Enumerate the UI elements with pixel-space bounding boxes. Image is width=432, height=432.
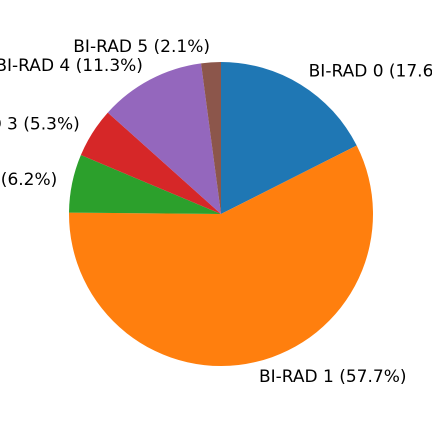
pie-slice-bi-rad-0 xyxy=(221,62,357,214)
pie-label-bi-rad-2: BI-RAD 2 (6.2%) xyxy=(0,170,57,190)
pie-label-bi-rad-3: BI-RAD 3 (5.3%) xyxy=(0,115,80,135)
pie-label-bi-rad-0: BI-RAD 0 (17.6%) xyxy=(309,62,432,82)
pie-slice-bi-rad-5 xyxy=(201,62,221,214)
pie-slice-bi-rad-2 xyxy=(69,155,221,214)
pie-slices xyxy=(69,62,374,367)
pie-labels: BI-RAD 0 (17.6%) BI-RAD 1 (57.7%) BI-RAD 2… xyxy=(0,37,432,387)
pie-label-bi-rad-4: BI-RAD 4 (11.3%) xyxy=(0,56,143,76)
pie-label-bi-rad-5: BI-RAD 5 (2.1%) xyxy=(73,37,210,57)
pie-slice-bi-rad-1 xyxy=(69,145,374,367)
pie-slice-bi-rad-3 xyxy=(80,112,221,214)
pie-slice-bi-rad-4 xyxy=(107,63,221,214)
pie-label-bi-rad-1: BI-RAD 1 (57.7%) xyxy=(259,367,407,387)
